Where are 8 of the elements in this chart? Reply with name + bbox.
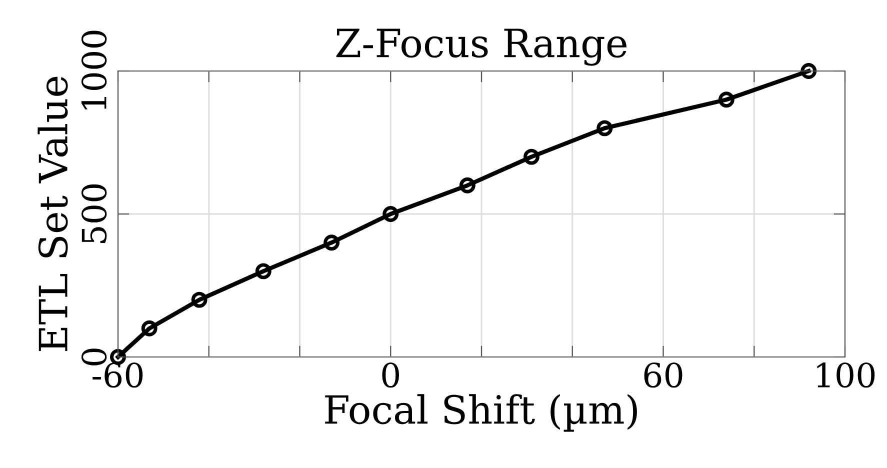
x-tick-label: 100 (817, 362, 875, 388)
y-tick-label: 500 (81, 184, 107, 243)
y-axis-title: ETL Set Value (38, 76, 68, 352)
x-tick-label: 0 (382, 362, 400, 388)
y-tick-label: 1000 (81, 30, 107, 110)
x-axis-title: Focal Shift (µm) (325, 394, 637, 432)
x-tick-label: 60 (644, 362, 682, 388)
chart-title: Z-Focus Range (336, 28, 626, 66)
